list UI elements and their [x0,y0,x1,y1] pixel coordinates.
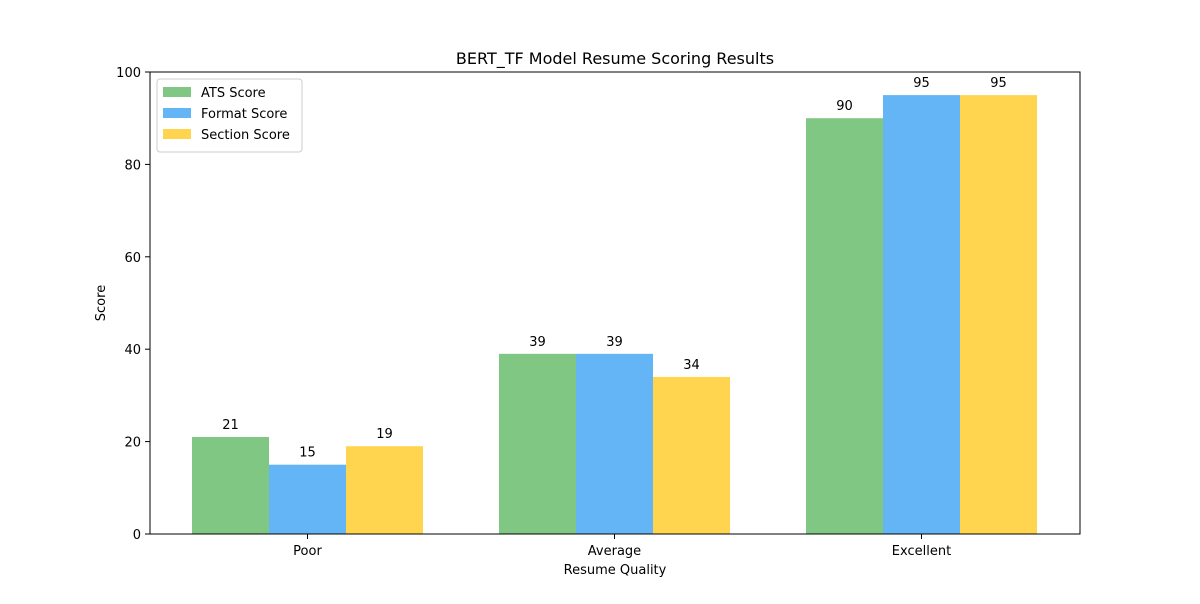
x-axis-label: Resume Quality [564,563,667,578]
legend-label-section-score: Section Score [201,128,290,143]
data-labels-layer: 21 15 19 39 39 34 90 95 95 [222,76,1007,461]
y-tick-label: 100 [116,66,141,81]
bars-layer [192,95,1037,534]
data-label-section-score-poor: 19 [376,427,393,442]
bar-section-score-excellent [960,95,1037,534]
data-label-format-score-poor: 15 [299,446,316,461]
y-tick-label: 0 [133,528,141,543]
data-label-format-score-excellent: 95 [913,76,930,91]
x-tick-label-average: Average [588,544,641,559]
bar-ats-score-average [499,353,576,534]
y-axis-label: Score [94,285,109,321]
x-axis: Poor Average Excellent [293,534,951,559]
bar-format-score-average [576,353,653,534]
bar-ats-score-poor [192,436,269,534]
y-axis: 0 20 40 60 80 100 [116,66,150,543]
legend-label-ats-score: ATS Score [201,86,266,101]
legend: ATS Score Format Score Section Score [156,78,303,153]
bar-ats-score-excellent [806,118,883,534]
x-tick-label-excellent: Excellent [892,544,951,559]
bar-format-score-poor [269,464,346,534]
legend-box [156,78,303,153]
y-tick-label: 20 [124,436,141,451]
bar-section-score-poor [346,446,423,534]
data-label-ats-score-excellent: 90 [836,99,853,114]
bar-section-score-average [653,376,730,534]
data-label-section-score-excellent: 95 [990,76,1007,91]
y-tick-label: 80 [124,158,141,173]
data-label-format-score-average: 39 [606,335,623,350]
legend-swatch-format-score [163,108,191,118]
legend-swatch-ats-score [163,87,191,97]
data-label-ats-score-poor: 21 [222,418,239,433]
x-tick-label-poor: Poor [293,544,322,559]
legend-swatch-section-score [163,129,191,139]
data-label-ats-score-average: 39 [529,335,546,350]
chart-title: BERT_TF Model Resume Scoring Results [456,49,774,69]
data-label-section-score-average: 34 [683,358,700,373]
bar-format-score-excellent [883,95,960,534]
legend-label-format-score: Format Score [201,107,287,122]
y-tick-label: 40 [124,343,141,358]
y-tick-label: 60 [124,251,141,266]
